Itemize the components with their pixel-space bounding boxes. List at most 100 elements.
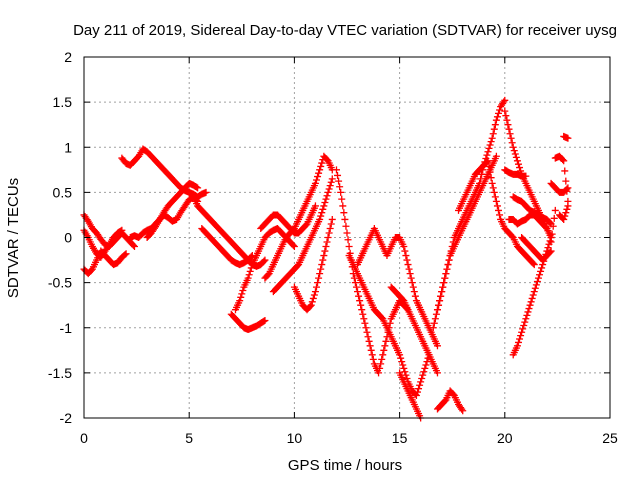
data-point-marker: [496, 211, 504, 219]
data-point-marker: [513, 157, 521, 165]
data-point-marker: [520, 321, 528, 329]
data-point-marker: [328, 175, 336, 183]
data-point-marker: [559, 156, 567, 164]
data-point-marker: [560, 157, 568, 165]
data-point-marker: [356, 297, 364, 305]
data-point-marker: [560, 215, 568, 223]
data-point-marker: [342, 222, 350, 230]
data-point-marker: [359, 310, 367, 318]
y-tick-label: -2: [60, 410, 73, 426]
data-point-marker: [335, 177, 343, 185]
data-point-marker: [236, 297, 244, 305]
data-point-marker: [321, 247, 329, 255]
data-point-marker: [365, 337, 373, 345]
data-point-marker: [396, 351, 404, 359]
data-point-marker: [564, 184, 572, 192]
data-point-marker: [410, 288, 418, 296]
data-point-marker: [529, 259, 537, 267]
data-point-marker: [319, 256, 327, 264]
data-point-marker: [550, 214, 558, 222]
data-point-marker: [400, 243, 408, 251]
data-point-marker: [522, 315, 530, 323]
data-point-marker: [528, 294, 536, 302]
x-tick-label: 10: [287, 430, 303, 446]
data-point-marker: [381, 342, 389, 350]
data-point-marker: [246, 267, 254, 275]
data-point-marker: [505, 125, 513, 133]
data-point-marker: [122, 250, 130, 258]
data-point-marker: [411, 292, 419, 300]
data-series: [518, 234, 555, 264]
data-series: [143, 193, 202, 241]
y-tick-label: 0.5: [53, 184, 73, 200]
data-point-marker: [489, 130, 497, 138]
data-point-marker: [422, 361, 430, 369]
data-point-marker: [260, 257, 268, 265]
data-point-marker: [564, 134, 572, 142]
data-series: [332, 166, 412, 377]
data-point-marker: [432, 310, 440, 318]
data-point-marker: [521, 318, 529, 326]
data-point-marker: [490, 188, 498, 196]
data-point-marker: [239, 287, 247, 295]
data-point-marker: [340, 209, 348, 217]
data-point-marker: [306, 302, 314, 310]
data-point-marker: [317, 265, 325, 273]
y-tick-label: -1: [60, 320, 73, 336]
data-point-marker: [317, 162, 325, 170]
data-point-marker: [319, 205, 327, 213]
data-point-marker: [537, 267, 545, 275]
data-series: [560, 132, 572, 142]
data-point-marker: [323, 238, 331, 246]
y-tick-label: -1.5: [48, 365, 72, 381]
data-point-marker: [399, 361, 407, 369]
data-point-marker: [488, 179, 496, 187]
data-point-marker: [362, 324, 370, 332]
data-series: [547, 206, 559, 246]
data-point-marker: [513, 342, 521, 350]
data-point-marker: [546, 248, 554, 256]
data-point-marker: [516, 164, 524, 172]
data-point-marker: [485, 144, 493, 152]
data-point-marker: [429, 324, 437, 332]
data-point-marker: [544, 244, 552, 252]
data-point-marker: [519, 325, 527, 333]
data-point-marker: [501, 96, 509, 104]
data-point-marker: [261, 256, 269, 264]
data-point-marker: [245, 271, 253, 279]
data-point-marker: [485, 162, 493, 170]
data-point-marker: [512, 153, 520, 161]
data-series: [396, 369, 425, 422]
data-point-marker: [563, 187, 571, 195]
data-point-marker: [445, 256, 453, 264]
data-point-marker: [289, 241, 297, 249]
data-point-marker: [310, 291, 318, 299]
data-point-marker: [364, 333, 372, 341]
data-point-marker: [547, 247, 555, 255]
data-point-marker: [433, 369, 441, 377]
data-point-marker: [336, 183, 344, 191]
data-point-marker: [502, 112, 510, 120]
data-point-marker: [548, 230, 556, 238]
data-point-marker: [375, 369, 383, 377]
data-series: [501, 166, 530, 180]
data-point-marker: [501, 107, 509, 115]
data-point-marker: [442, 270, 450, 278]
data-point-marker: [318, 159, 326, 167]
data-point-marker: [397, 354, 405, 362]
data-point-marker: [318, 261, 326, 269]
chart-title: Day 211 of 2019, Sidereal Day-to-day VTE…: [73, 22, 617, 39]
data-point-marker: [514, 160, 522, 168]
data-point-marker: [339, 202, 347, 210]
data-point-marker: [118, 226, 126, 234]
data-series: [455, 157, 538, 269]
data-point-marker: [398, 358, 406, 366]
data-point-marker: [433, 306, 441, 314]
data-point-marker: [489, 184, 497, 192]
data-point-marker: [436, 297, 444, 305]
data-point-marker: [534, 274, 542, 282]
y-tick-label: 1: [64, 139, 72, 155]
data-point-marker: [321, 199, 329, 207]
data-point-marker: [403, 375, 411, 383]
data-point-marker: [121, 251, 129, 259]
